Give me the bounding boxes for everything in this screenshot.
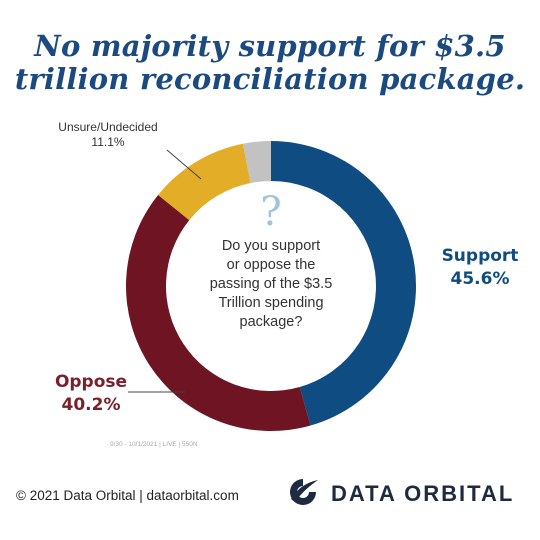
unsure-leader-line <box>166 149 202 180</box>
center-question-line: passing of the $3.5 <box>210 276 333 292</box>
center-question-line: Trillion spending <box>218 295 323 311</box>
label-unsure-name: Unsure/Undecided <box>58 120 157 134</box>
source-note: 9/30 - 10/1/2021 | LIVE | 550N <box>110 441 198 448</box>
label-unsure-value: 11.1% <box>91 135 124 149</box>
slice-unsure <box>158 143 251 221</box>
label-support-value: 45.6% <box>451 269 510 289</box>
center-question-mark: ? <box>260 189 281 235</box>
footer-copyright: © 2021 Data Orbital | dataorbital.com <box>16 488 239 503</box>
center-question-line: Do you support <box>222 238 320 254</box>
brand-name: DATA ORBITAL <box>331 481 515 506</box>
slice-support <box>271 141 417 426</box>
title-line-2: trillion reconciliation package. <box>14 62 526 96</box>
slice-oppose <box>125 194 311 432</box>
label-oppose-name: Oppose <box>55 372 127 392</box>
slice-other <box>242 141 271 183</box>
label-oppose-value: 40.2% <box>62 395 121 415</box>
label-support-name: Support <box>442 246 519 266</box>
chart-title: No majority support for $3.5 trillion re… <box>0 30 540 96</box>
center-question-line: or oppose the <box>227 257 316 273</box>
title-line-1: No majority support for $3.5 <box>34 29 506 63</box>
orbit-logo-icon <box>290 479 318 505</box>
center-question-line: package? <box>240 314 303 330</box>
data-orbital-logo: DATA ORBITAL <box>287 476 522 512</box>
